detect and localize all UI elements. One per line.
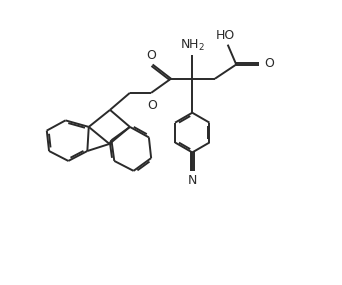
Text: HO: HO (215, 29, 235, 42)
Text: N: N (187, 174, 197, 187)
Text: O: O (147, 99, 157, 112)
Text: NH$_2$: NH$_2$ (180, 38, 205, 53)
Text: O: O (264, 58, 274, 70)
Text: O: O (146, 49, 156, 62)
